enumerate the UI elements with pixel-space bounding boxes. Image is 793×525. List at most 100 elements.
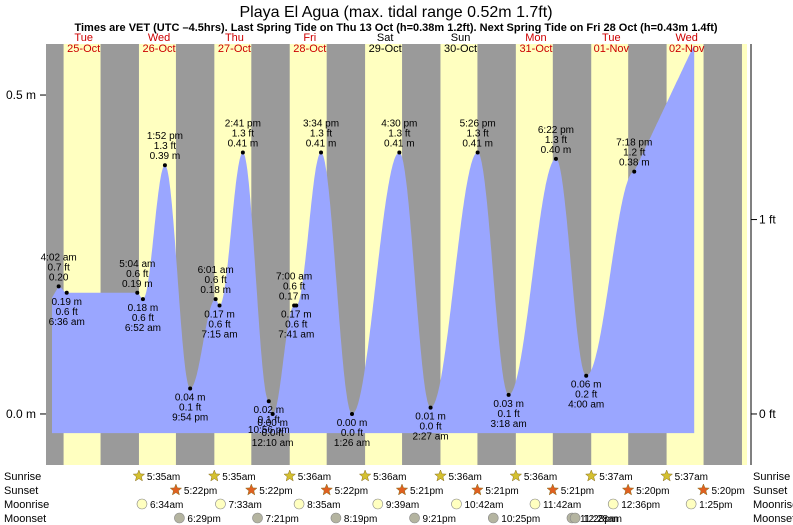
low-tide-label: 0.0 ft [341, 428, 363, 439]
high-tide-point [240, 150, 245, 155]
moonset-icon [330, 512, 342, 524]
high-tide-label: 2:41 pm [225, 118, 261, 129]
row-time-label: 6:29pm [187, 514, 220, 525]
low-tide-point [266, 399, 271, 404]
high-tide-label: 7:00 am [276, 272, 312, 283]
row-time-label: 5:21pm [485, 486, 518, 497]
sunset-star-icon [395, 483, 409, 496]
moonset-icon [487, 512, 499, 524]
low-tide-label: 1:26 am [334, 438, 370, 449]
low-tide-label: 0.1 ft [258, 415, 280, 426]
moonset-icon [252, 512, 263, 524]
row-time-label: 6:34am [150, 500, 183, 511]
high-tide-label: 3:34 pm [303, 118, 339, 129]
row-time-label: 5:36am [448, 472, 481, 483]
low-tide-label: 12:10 am [252, 438, 294, 449]
row-time-label: 5:22pm [184, 486, 217, 497]
row-time-label: 5:21pm [561, 486, 594, 497]
day-header-date: 01-Nov [594, 43, 630, 55]
low-tide-label: 0.2 ft [575, 390, 597, 401]
high-tide-point [632, 169, 637, 174]
day-header-date: 02-Nov [669, 43, 705, 55]
low-tide-point [270, 411, 275, 416]
high-tide-point [475, 150, 480, 155]
high-tide-point [56, 284, 61, 289]
moonrise-icon [529, 498, 541, 510]
day-header-dow: Fri [303, 32, 316, 44]
row-time-label: 5:37am [599, 472, 632, 483]
sunset-star-icon [697, 483, 710, 496]
high-tide-label: 1.3 ft [388, 128, 410, 139]
moonrise-icon [607, 498, 619, 510]
row-time-label: 5:22pm [335, 486, 368, 497]
daylight-band [741, 44, 747, 465]
y2-tick-label: 1 ft [759, 213, 776, 227]
sunrise-star-icon [358, 469, 372, 482]
sunset-star-icon [621, 483, 635, 496]
tide-area [52, 44, 695, 434]
y-tick-label: 0.0 m [6, 407, 36, 421]
low-tide-label: 0.1 ft [497, 409, 519, 420]
day-header-dow: Wed [148, 32, 170, 44]
row-label-left: Moonset [4, 513, 46, 525]
low-tide-label: 6:36 am [49, 317, 85, 328]
low-tide-label: 0.0 ft [419, 422, 441, 433]
high-tide-label: 0.41 m [228, 138, 259, 149]
row-time-label: 9:39am [386, 500, 419, 511]
day-header-dow: Wed [675, 32, 697, 44]
row-label-left: Sunset [4, 485, 38, 497]
chart-subtitle: Times are VET (UTC –4.5hrs). Last Spring… [74, 22, 717, 34]
row-label-right: Sunrise [753, 471, 790, 483]
sunrise-star-icon [207, 469, 221, 482]
moonrise-icon [451, 498, 462, 510]
row-time-label: 5:20pm [711, 486, 744, 497]
moonrise-icon [215, 498, 226, 510]
y2-tick-label: 0 ft [759, 407, 776, 421]
row-time-label: 5:35am [222, 472, 255, 483]
high-tide-point [162, 163, 167, 168]
high-tide-point [213, 297, 218, 302]
low-tide-label: 7:15 am [201, 330, 237, 341]
low-tide-label: 0.0 ft [262, 428, 284, 439]
day-header-date: 26-Oct [143, 43, 176, 55]
day-header-date: 25-Oct [67, 43, 100, 55]
high-tide-label: 1.3 ft [154, 141, 176, 152]
low-tide-label: 0.6 ft [132, 313, 154, 324]
high-tide-label: 0.6 ft [283, 282, 305, 293]
low-tide-point [584, 373, 589, 378]
row-time-label: 5:20pm [636, 486, 669, 497]
high-tide-label: 1.3 ft [232, 128, 254, 139]
row-time-label: 9:21pm [423, 514, 456, 525]
low-tide-label: 0.18 m [128, 303, 159, 314]
axes: Tue25-OctWed26-OctThu27-OctFri28-OctSat2… [6, 32, 776, 465]
chart-title: Playa El Agua (max. tidal range 0.52m 1.… [239, 4, 552, 21]
row-time-label: 1:25pm [699, 500, 732, 511]
day-header-dow: Sat [377, 32, 394, 44]
day-header-date: 27-Oct [218, 43, 251, 55]
row-time-label: 10:25pm [501, 514, 540, 525]
row-time-label: 11:42am [543, 500, 581, 511]
low-tide-point [294, 303, 299, 308]
low-tide-label: 0.01 m [415, 412, 446, 423]
moonrise-icon [293, 498, 305, 510]
high-tide-point [319, 150, 324, 155]
moonrise-icon [372, 498, 384, 510]
sunrise-star-icon [132, 469, 146, 482]
sunset-star-icon [320, 483, 334, 496]
high-tide-label: 0.17 m [279, 292, 310, 303]
row-label-right: Moonset [753, 513, 793, 525]
low-tide-label: 10:56 pm [248, 425, 290, 436]
high-tide-label: 0.19 m [122, 279, 153, 290]
row-label-left: Moonrise [4, 499, 49, 511]
sunset-star-icon [169, 483, 183, 496]
row-label-right: Sunset [753, 485, 787, 497]
low-tide-point [217, 303, 222, 308]
day-header-dow: Tue [602, 32, 621, 44]
low-tide-label: 0.1 ft [179, 402, 201, 413]
y-tick-label: 0.5 m [6, 88, 36, 102]
low-tide-label: 9:54 pm [172, 412, 208, 423]
row-time-label: 5:22pm [259, 486, 292, 497]
high-tide-label: 0.41 m [306, 138, 337, 149]
high-tide-label: 0.6 ft [205, 275, 227, 286]
sunset-star-icon [546, 483, 560, 496]
